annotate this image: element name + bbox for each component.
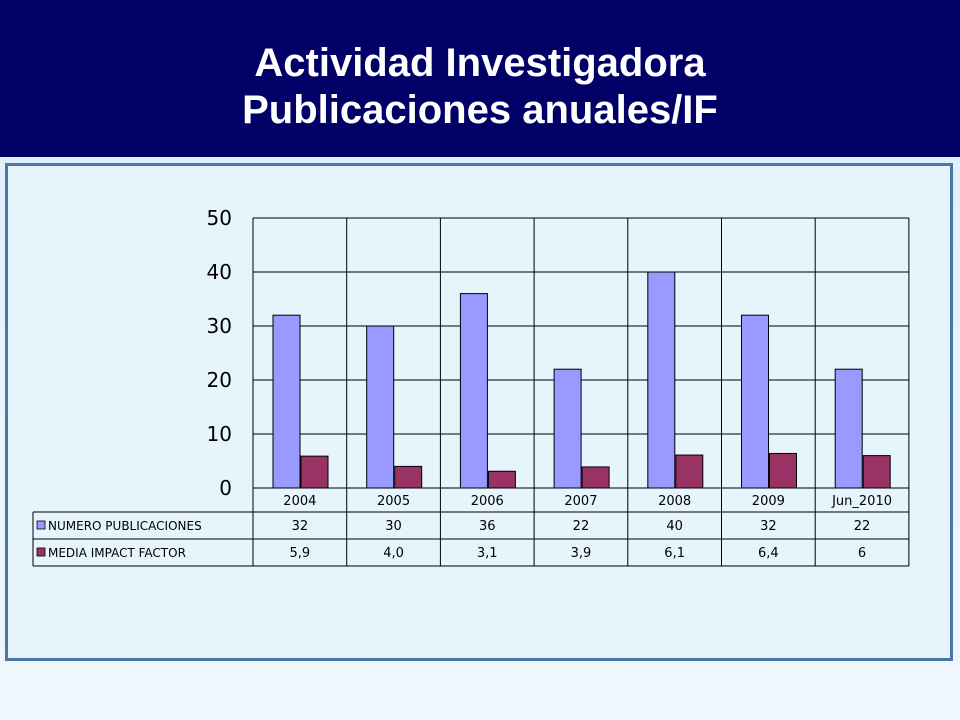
data-table-cell: 6,4 xyxy=(758,546,779,561)
title-bar: Actividad Investigadora Publicaciones an… xyxy=(0,0,960,157)
y-tick-label: 10 xyxy=(207,422,232,446)
data-table-cell: 32 xyxy=(292,519,309,534)
data-table-cell: 36 xyxy=(479,519,496,534)
bar-impact-factor xyxy=(675,454,704,489)
bar-impact-factor xyxy=(487,470,516,489)
x-category-label: Jun_2010 xyxy=(831,494,892,509)
bar-publicaciones xyxy=(553,368,582,489)
bar-impact-factor xyxy=(769,452,797,489)
bar-impact-factor xyxy=(300,455,329,489)
title-line-1: Actividad Investigadora xyxy=(254,41,706,85)
x-category-label: 2008 xyxy=(658,494,691,509)
y-tick-label: 40 xyxy=(207,260,232,284)
bar-chart: 0 10 20 30 40 50 2004 2005 2006 2007 2008 2009 Jun_2… xyxy=(32,206,910,567)
y-tick-label: 20 xyxy=(207,368,232,392)
bar-publicaciones xyxy=(459,293,488,489)
data-table-cell: 30 xyxy=(385,519,402,534)
data-table-cell: 3,9 xyxy=(571,546,592,561)
bar-impact-factor xyxy=(862,455,891,489)
y-tick-label: 50 xyxy=(207,206,232,230)
data-table-cell: 4,0 xyxy=(383,546,404,561)
data-table-cell: 3,1 xyxy=(477,546,498,561)
data-table-cell: 40 xyxy=(666,519,683,534)
bar-publicaciones xyxy=(366,325,395,489)
bar-impact-factor xyxy=(581,466,610,489)
legend-label: NUMERO PUBLICACIONES xyxy=(48,519,202,533)
y-tick-label: 0 xyxy=(219,476,232,500)
bar-publicaciones xyxy=(647,271,676,489)
page-title: Actividad Investigadora Publicaciones an… xyxy=(0,40,960,134)
x-category-label: 2004 xyxy=(283,494,316,509)
data-table-cell: 6,1 xyxy=(664,546,685,561)
x-category-label: 2009 xyxy=(752,494,785,509)
x-category-label: 2006 xyxy=(471,494,504,509)
bar-publicaciones xyxy=(741,314,769,489)
data-table-cell: 22 xyxy=(573,519,590,534)
legend-swatch xyxy=(36,520,46,530)
y-tick-label: 30 xyxy=(207,314,232,338)
data-table-cell: 32 xyxy=(760,519,777,534)
data-table-cell: 6 xyxy=(858,546,866,561)
bar-publicaciones xyxy=(272,314,301,489)
data-table-cell: 22 xyxy=(854,519,871,534)
data-table-cell: 5,9 xyxy=(290,546,311,561)
title-line-2: Publicaciones anuales/IF xyxy=(242,88,718,132)
bar-impact-factor xyxy=(394,465,423,489)
bar-publicaciones xyxy=(834,368,863,489)
legend-swatch xyxy=(36,547,46,557)
x-category-label: 2005 xyxy=(377,494,410,509)
legend-label: MEDIA IMPACT FACTOR xyxy=(48,546,186,560)
x-category-label: 2007 xyxy=(564,494,597,509)
chart-frame: 0 10 20 30 40 50 2004 2005 2006 2007 2008 2009 Jun_2… xyxy=(5,163,953,661)
